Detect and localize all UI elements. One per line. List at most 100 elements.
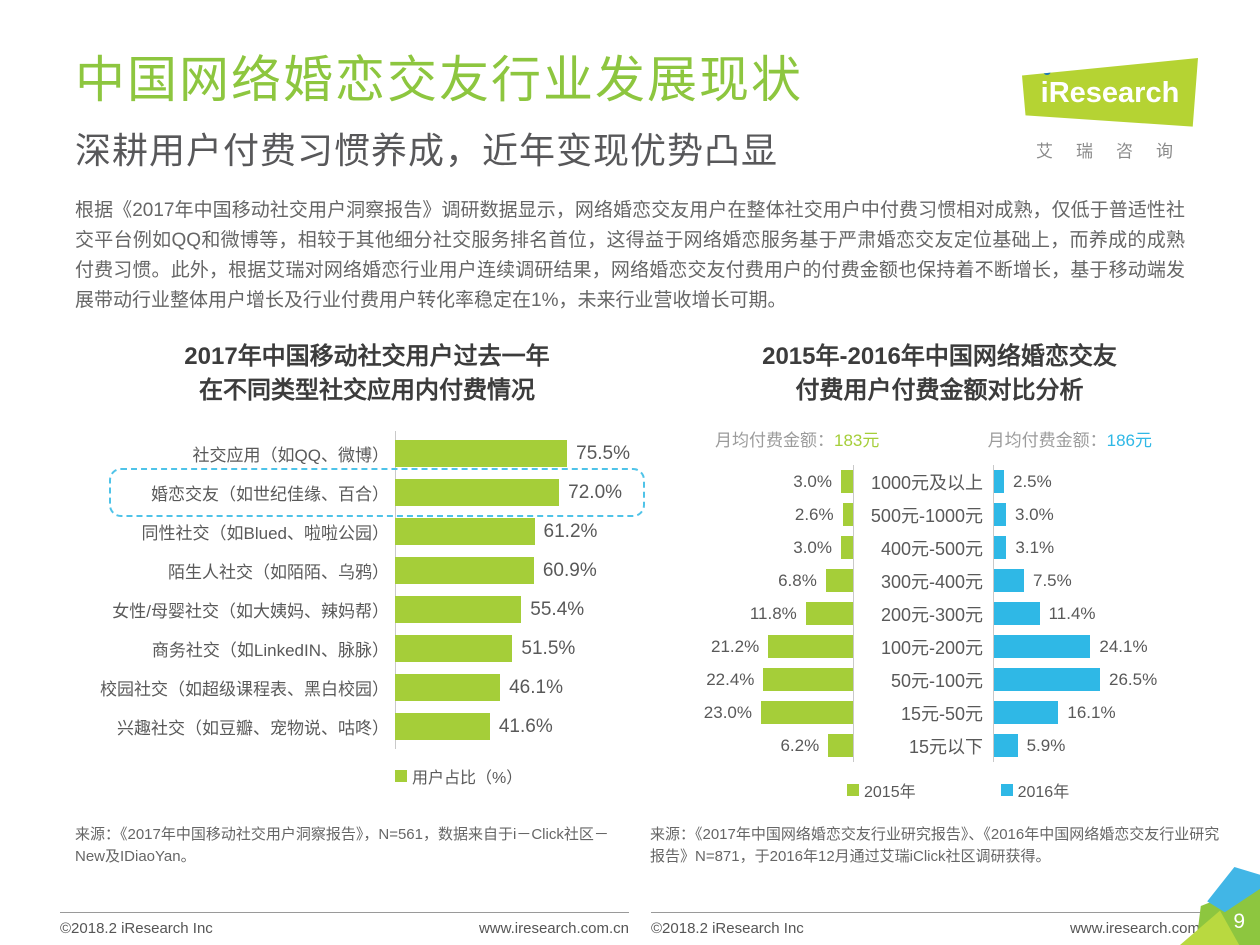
iresearch-logo: iResearch 艾瑞咨询	[1022, 58, 1198, 162]
source-note-right: 来源：《2017年中国网络婚恋交友行业研究报告》、《2016年中国网络婚恋交友行…	[650, 826, 1220, 865]
legend-label-2016: 2016年	[1017, 784, 1070, 801]
corner-decoration: 9	[1180, 867, 1260, 945]
value-2016: 7.5%	[1033, 570, 1072, 590]
page-title: 中国网络婚恋交友行业发展现状	[75, 52, 803, 108]
bar-value: 75.5%	[576, 442, 630, 464]
avg-payment-row: 月均付费金额：183元 月均付费金额：186元	[687, 426, 1192, 451]
value-2015: 6.2%	[780, 735, 820, 755]
category-label: 300元-400元	[853, 564, 994, 597]
category-label: 500元-1000元	[853, 498, 994, 531]
bar-2015	[768, 635, 853, 658]
intro-paragraph: 根据《2017年中国移动社交用户洞察报告》调研数据显示，网络婚恋交友用户在整体社…	[75, 200, 1185, 311]
compare-row: 11.8% 200元-300元 11.4%	[687, 597, 1192, 630]
page-footer: ©2018.2 iResearch Inc www.iresearch.com.…	[60, 912, 1220, 937]
left-chart-plot: 社交应用（如QQ、微博） 75.5% 婚恋交友（如世纪佳缘、百合） 72.0%	[75, 431, 659, 749]
left-chart-legend: 用户占比（%）	[395, 764, 659, 788]
compare-row: 2.6% 500元-1000元 3.0%	[687, 498, 1192, 531]
category-label: 200元-300元	[853, 597, 994, 630]
bar-2016	[994, 701, 1059, 724]
category-label: 1000元及以上	[853, 465, 994, 498]
bar-value: 51.5%	[521, 637, 576, 659]
bar-row: 陌生人社交（如陌陌、乌鸦） 60.9%	[75, 551, 659, 590]
bar-row-label: 同性社交（如Blued、啦啦公园）	[141, 524, 389, 543]
bar-2016	[994, 536, 1007, 559]
right-butterfly-chart: 2015年-2016年中国网络婚恋交友 付费用户付费金额对比分析 月均付费金额：…	[687, 340, 1192, 802]
compare-row: 3.0% 400元-500元 3.1%	[687, 531, 1192, 564]
source-note-left: 来源：《2017年中国移动社交用户洞察报告》，N=561，数据来自于i－Clic…	[75, 826, 609, 865]
logo-i-dot-icon	[1043, 67, 1051, 75]
bar-value: 61.2%	[543, 520, 598, 542]
bar-2015	[841, 536, 853, 559]
bar-row: 社交应用（如QQ、微博） 75.5%	[75, 434, 659, 473]
right-chart-title: 2015年-2016年中国网络婚恋交友 付费用户付费金额对比分析	[762, 343, 1117, 404]
value-2016: 16.1%	[1067, 702, 1116, 722]
bar-row-label: 兴趣社交（如豆瓣、宠物说、咕咚）	[117, 719, 389, 738]
title-block: 中国网络婚恋交友行业发展现状 深耕用户付费习惯养成，近年变现优势凸显	[75, 52, 803, 174]
compare-row: 3.0% 1000元及以上 2.5%	[687, 465, 1192, 498]
legend-label-2015: 2015年	[864, 784, 916, 801]
bar-row: 校园社交（如超级课程表、黑白校园） 46.1%	[75, 668, 659, 707]
bar-2016	[994, 635, 1091, 658]
bar-value: 60.9%	[542, 559, 597, 581]
bar-value: 55.4%	[530, 598, 585, 620]
category-label: 15元-50元	[853, 696, 994, 729]
compare-row: 23.0% 15元-50元 16.1%	[687, 696, 1192, 729]
compare-row: 6.8% 300元-400元 7.5%	[687, 564, 1192, 597]
bar	[395, 557, 534, 584]
bar-row: 女性/母婴社交（如大姨妈、辣妈帮） 55.4%	[75, 590, 659, 629]
value-2016: 11.4%	[1048, 603, 1096, 623]
bar	[395, 713, 490, 740]
bar-2016	[994, 602, 1040, 625]
bar-row-label: 女性/母婴社交（如大姨妈、辣妈帮）	[112, 602, 389, 621]
value-2015: 3.0%	[793, 471, 832, 491]
value-2015: 6.8%	[778, 570, 817, 590]
bar-2016	[994, 503, 1006, 526]
category-label: 400元-500元	[853, 531, 994, 564]
logo-brand-text: iResearch	[1040, 76, 1180, 109]
bar-row-label: 商务社交（如LinkedIN、脉脉）	[151, 641, 389, 660]
sources-row: 来源：《2017年中国移动社交用户洞察报告》，N=561，数据来自于i－Clic…	[75, 824, 1220, 868]
bar-2016	[994, 734, 1018, 757]
value-2016: 24.1%	[1099, 636, 1148, 656]
bar-2015	[828, 734, 853, 757]
value-2016: 26.5%	[1109, 669, 1158, 689]
copyright-text: ©2018.2 iResearch Inc	[651, 920, 804, 937]
avg-payment-2016: 月均付费金额：186元	[987, 431, 1152, 450]
bar-2015	[841, 470, 853, 493]
bar-row-label: 社交应用（如QQ、微博）	[192, 446, 389, 465]
bar-row-label: 婚恋交友（如世纪佳缘、百合）	[151, 485, 389, 504]
charts-area: 2017年中国移动社交用户过去一年 在不同类型社交应用内付费情况 社交应用（如Q…	[75, 340, 1260, 802]
bar-row-label: 陌生人社交（如陌陌、乌鸦）	[168, 563, 389, 582]
value-2015: 22.4%	[706, 669, 755, 689]
compare-row: 22.4% 50元-100元 26.5%	[687, 663, 1192, 696]
bar	[395, 674, 501, 701]
left-bar-chart: 2017年中国移动社交用户过去一年 在不同类型社交应用内付费情况 社交应用（如Q…	[75, 340, 659, 802]
avg-payment-2015-value: 183元	[834, 431, 880, 450]
footer-left: ©2018.2 iResearch Inc www.iresearch.com.…	[60, 912, 629, 937]
value-2016: 2.5%	[1013, 471, 1052, 491]
bar-2016	[994, 668, 1100, 691]
bar-value: 46.1%	[509, 676, 563, 698]
website-url: www.iresearch.com.cn	[1069, 920, 1220, 937]
compare-row: 6.2% 15元以下 5.9%	[687, 729, 1192, 762]
bar-row-label: 校园社交（如超级课程表、黑白校园）	[100, 680, 389, 699]
bar-row: 同性社交（如Blued、啦啦公园） 61.2%	[75, 512, 659, 551]
bar-value: 72.0%	[568, 481, 623, 503]
category-label: 50元-100元	[853, 663, 994, 696]
value-2016: 5.9%	[1026, 735, 1066, 755]
bar-2015	[763, 668, 853, 691]
value-2015: 11.8%	[749, 603, 797, 623]
bar-row-highlighted: 婚恋交友（如世纪佳缘、百合） 72.0%	[75, 468, 659, 517]
copyright-text: ©2018.2 iResearch Inc	[60, 920, 213, 937]
bar	[395, 596, 522, 623]
avg-payment-2015: 月均付费金额：183元	[715, 431, 880, 450]
value-2015: 2.6%	[794, 504, 834, 524]
footer-right: ©2018.2 iResearch Inc www.iresearch.com.…	[651, 912, 1220, 937]
bar-2015	[842, 503, 853, 526]
category-label: 100元-200元	[853, 630, 994, 663]
bar-2015	[805, 602, 853, 625]
logo-brand-cn: 艾瑞咨询	[1036, 142, 1196, 161]
value-2015: 21.2%	[711, 636, 760, 656]
logo-flag-shape: iResearch	[1022, 58, 1198, 127]
